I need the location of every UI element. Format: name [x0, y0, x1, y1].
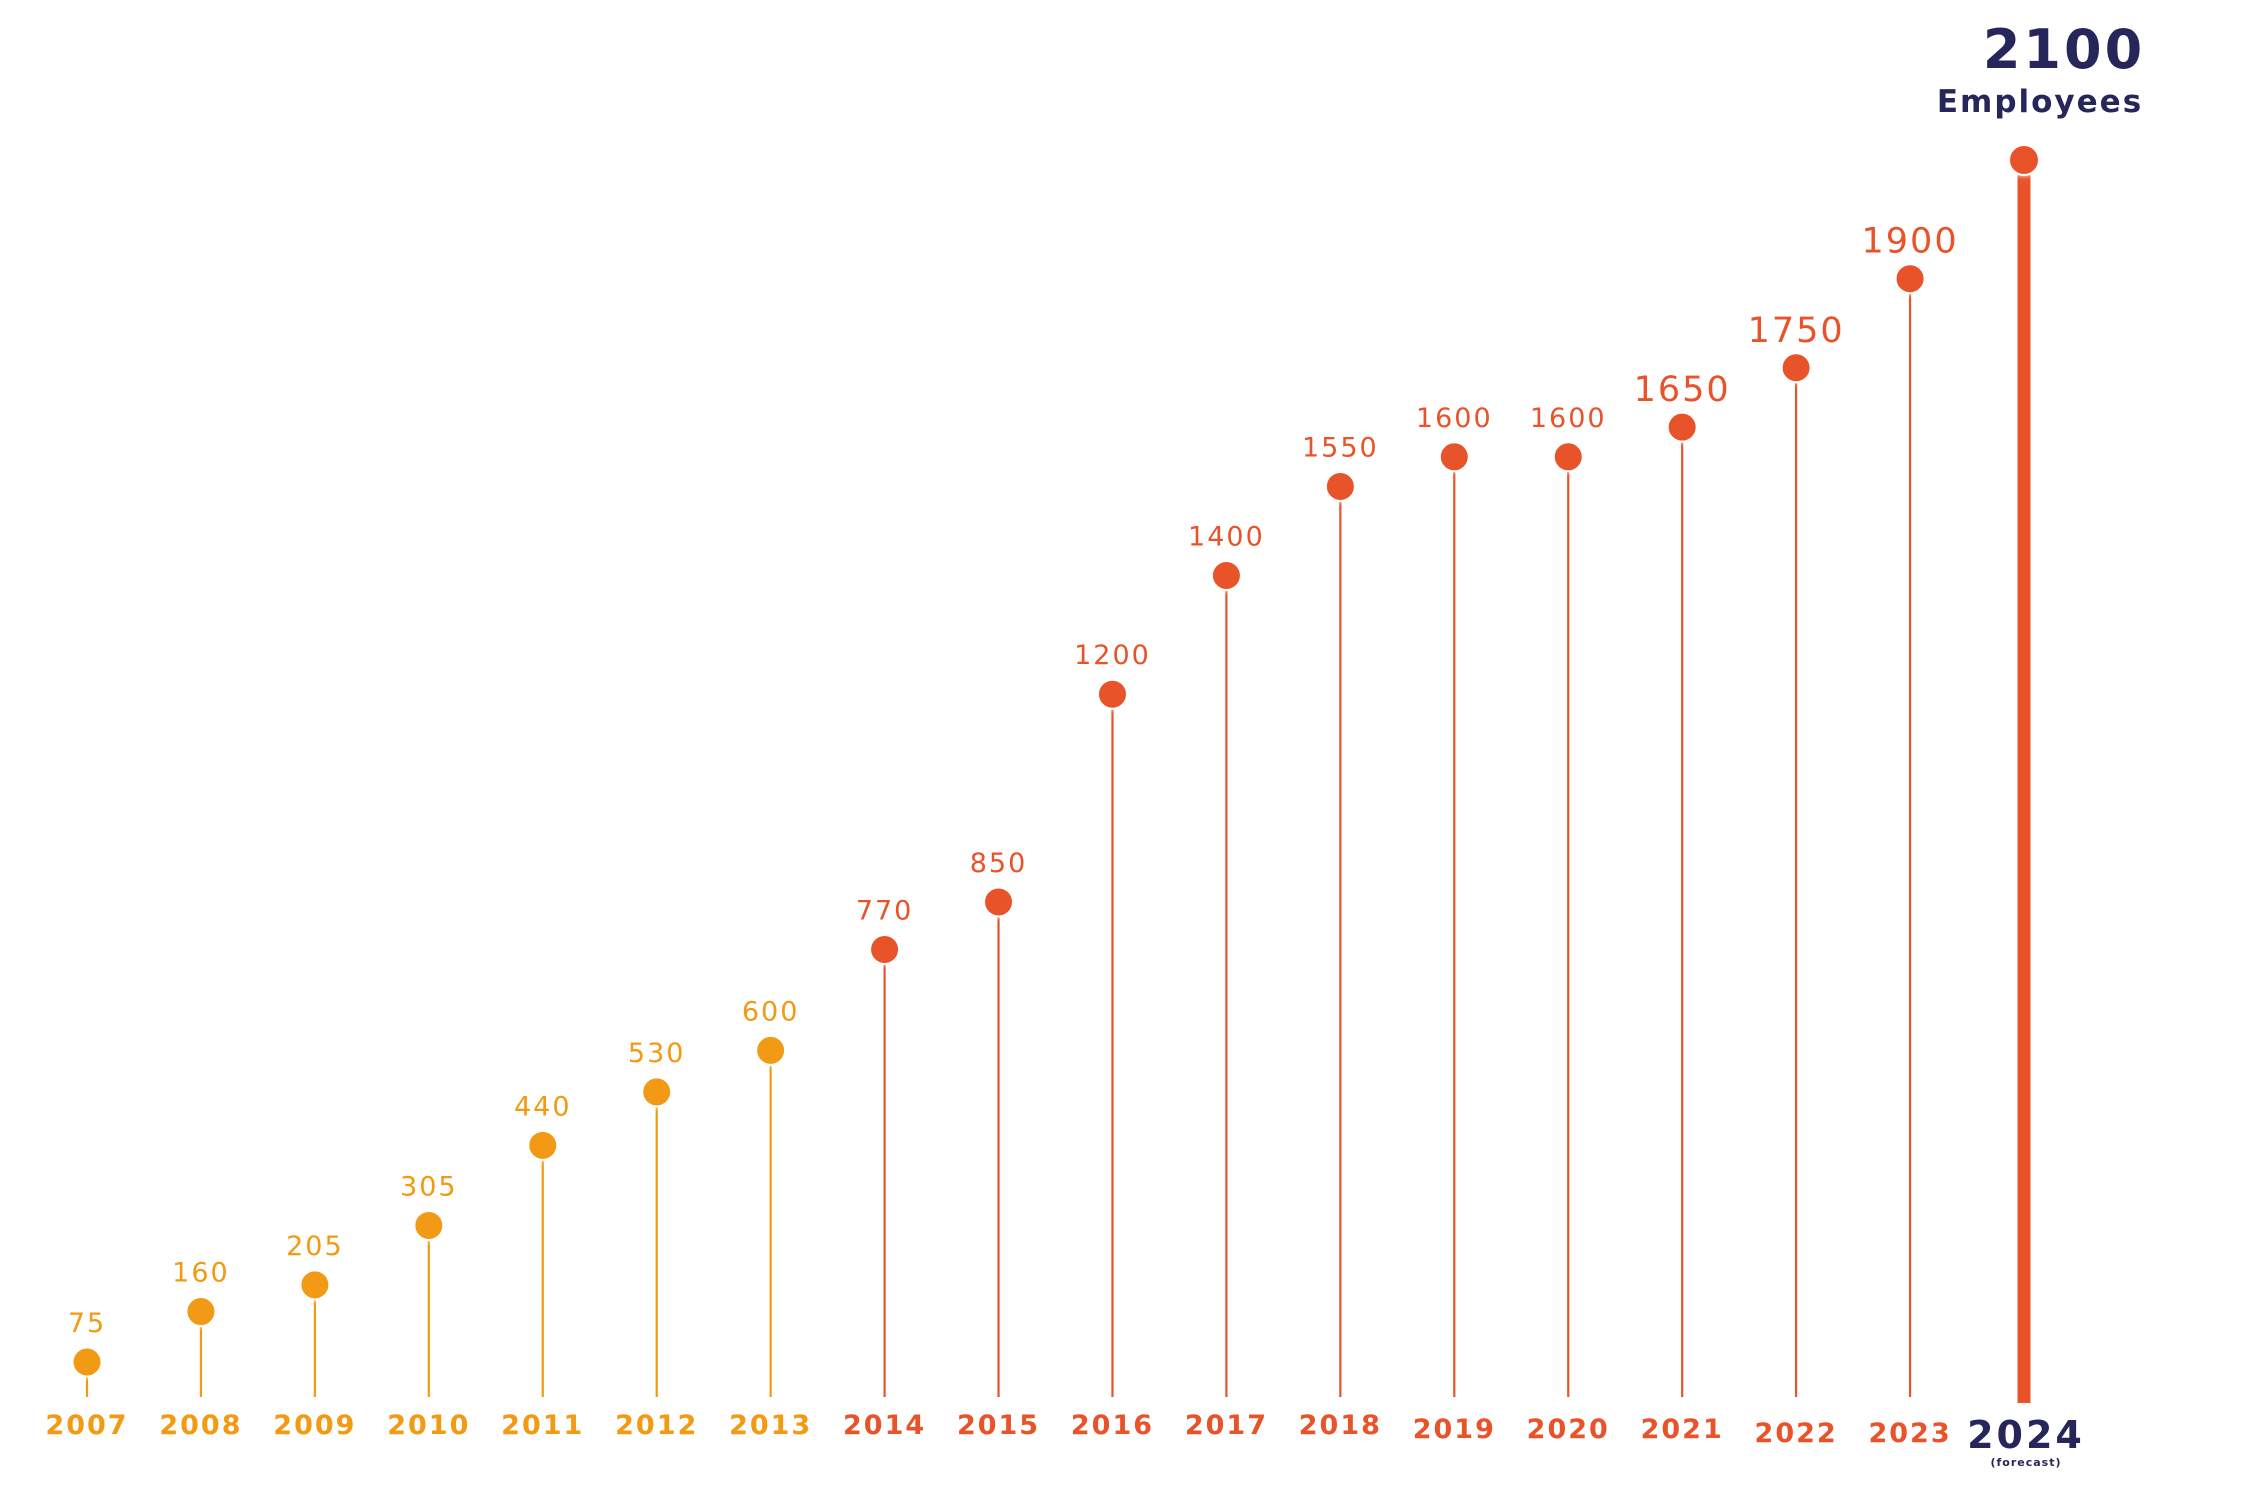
- data-point-2012: [641, 1076, 673, 1108]
- data-point-2009: [299, 1269, 331, 1301]
- data-point-2019: [1438, 441, 1470, 473]
- year-label-2009: 2009: [273, 1410, 356, 1441]
- year-label-2011: 2011: [501, 1410, 584, 1441]
- value-label-2010: 305: [400, 1171, 458, 1202]
- year-label-2023: 2023: [1868, 1418, 1951, 1449]
- data-point-2011: [527, 1129, 559, 1161]
- data-point-2016: [1096, 678, 1128, 710]
- data-point-2020: [1552, 441, 1584, 473]
- data-point-2008: [185, 1296, 217, 1328]
- forecast-note: (forecast): [1990, 1456, 2061, 1469]
- year-label-2016: 2016: [1071, 1410, 1154, 1441]
- year-label-2017: 2017: [1185, 1410, 1268, 1441]
- value-label-2012: 530: [628, 1038, 686, 1069]
- value-label-2016: 1200: [1074, 640, 1151, 671]
- value-label-2008: 160: [172, 1258, 230, 1289]
- year-label-2019: 2019: [1413, 1414, 1496, 1445]
- data-point-2023: [1894, 263, 1926, 295]
- value-label-2011: 440: [514, 1091, 572, 1122]
- value-label-2014: 770: [856, 895, 914, 926]
- data-point-2014: [869, 933, 901, 965]
- year-label-2021: 2021: [1641, 1414, 1724, 1445]
- unit-label: Employees: [1937, 84, 2143, 120]
- data-point-2017: [1210, 560, 1242, 592]
- value-label-2019: 1600: [1416, 403, 1493, 434]
- year-label-2022: 2022: [1755, 1418, 1838, 1449]
- data-point-2022: [1780, 352, 1812, 384]
- data-point-2021: [1666, 411, 1698, 443]
- year-label-2020: 2020: [1527, 1414, 1610, 1445]
- data-point-2018: [1324, 470, 1356, 502]
- data-point-2013: [755, 1034, 787, 1066]
- data-point-2024: [2008, 144, 2040, 176]
- value-label-2009: 205: [286, 1231, 344, 1262]
- year-label-2024: 2024: [1967, 1413, 2085, 1457]
- value-label-2020: 1600: [1530, 403, 1607, 434]
- year-label-2008: 2008: [159, 1410, 242, 1441]
- value-label-2013: 600: [742, 996, 800, 1027]
- value-label-2023: 1900: [1862, 222, 1959, 262]
- year-label-2007: 2007: [45, 1410, 128, 1441]
- year-label-2014: 2014: [843, 1410, 926, 1441]
- value-label-2015: 850: [970, 848, 1028, 879]
- value-label-2022: 1750: [1748, 311, 1845, 351]
- year-label-2012: 2012: [615, 1410, 698, 1441]
- value-label-2017: 1400: [1188, 522, 1265, 553]
- value-label-2018: 1550: [1302, 432, 1379, 463]
- value-label-2021: 1650: [1634, 370, 1731, 410]
- year-label-2015: 2015: [957, 1410, 1040, 1441]
- year-label-2010: 2010: [387, 1410, 470, 1441]
- year-label-2013: 2013: [729, 1410, 812, 1441]
- data-point-2007: [71, 1346, 103, 1378]
- year-label-2018: 2018: [1299, 1410, 1382, 1441]
- value-label-2007: 75: [68, 1308, 106, 1339]
- data-point-2015: [983, 886, 1015, 918]
- value-label-2024: 2100: [1983, 18, 2145, 81]
- data-point-2010: [413, 1209, 445, 1241]
